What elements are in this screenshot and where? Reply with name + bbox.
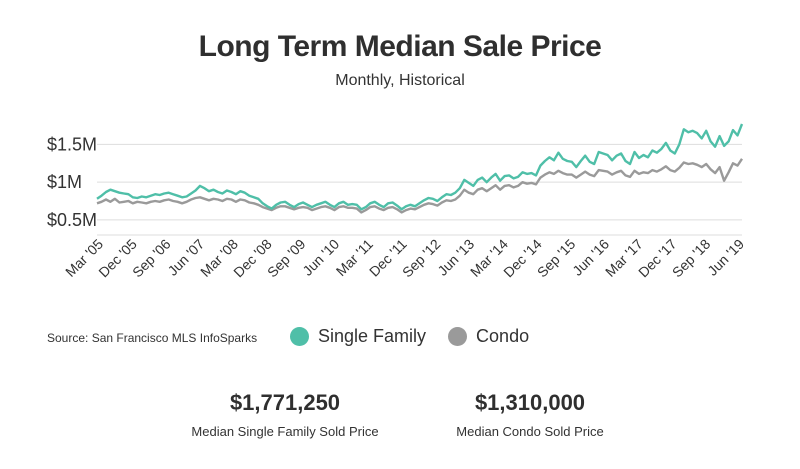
x-tick-label: Sep '06 [129, 236, 174, 281]
x-tick-label: Sep '12 [399, 236, 444, 281]
chart-subtitle: Monthly, Historical [335, 72, 465, 89]
legend-marker-single-family [290, 327, 309, 346]
x-tick-label: Jun '19 [704, 236, 747, 279]
x-tick-label: Sep '15 [534, 236, 579, 281]
condo-median-price: $1,310,000 [474, 390, 586, 415]
stat-single-family: $1,771,250 Median Single Family Sold Pri… [175, 390, 395, 439]
single-family-median-price: $1,771,250 [229, 390, 341, 415]
y-tick-label: $0.5M [47, 210, 97, 230]
condo-median-label: Median Condo Sold Price [456, 424, 604, 439]
source-note: Source: San Francisco MLS InfoSparks [47, 331, 258, 345]
series-line-condo [96, 158, 744, 214]
legend-item-condo: Condo [448, 326, 529, 347]
x-tick-label: Sep '18 [669, 236, 714, 281]
legend-label-single-family: Single Family [318, 326, 427, 346]
y-tick-label: $1.5M [47, 134, 97, 154]
legend-label-condo: Condo [476, 326, 530, 346]
stat-condo: $1,310,000 Median Condo Sold Price [420, 390, 640, 439]
x-tick-label: Sep '09 [264, 236, 309, 281]
legend-marker-condo [448, 327, 468, 346]
series-line-single-family [96, 123, 744, 211]
y-tick-label: $1M [47, 172, 82, 192]
chart-title: Long Term Median Sale Price [198, 30, 602, 63]
single-family-median-label: Median Single Family Sold Price [191, 424, 379, 439]
chart-legend: Single Family Condo [290, 326, 551, 347]
legend-item-single-family: Single Family [290, 326, 426, 347]
